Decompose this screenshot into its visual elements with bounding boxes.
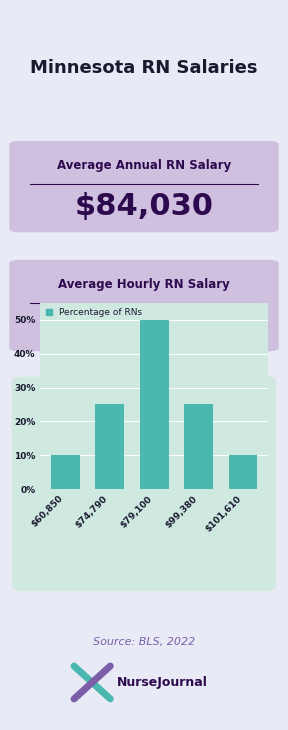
Point bbox=[72, 661, 76, 670]
FancyBboxPatch shape bbox=[9, 141, 279, 232]
Point bbox=[109, 661, 112, 670]
Bar bbox=[95, 404, 124, 489]
Bar bbox=[140, 320, 168, 489]
Text: Average Annual RN Salary: Average Annual RN Salary bbox=[57, 159, 231, 172]
Text: Average Hourly RN Salary: Average Hourly RN Salary bbox=[58, 278, 230, 291]
Text: Source: BLS, 2022: Source: BLS, 2022 bbox=[93, 637, 195, 648]
Bar bbox=[229, 456, 257, 489]
Text: $40.40: $40.40 bbox=[85, 311, 203, 340]
Legend: Percentage of RNs: Percentage of RNs bbox=[45, 307, 143, 318]
Point bbox=[72, 694, 76, 703]
Point bbox=[109, 694, 112, 703]
Text: RN Salary Range: RN Salary Range bbox=[85, 391, 203, 404]
Bar bbox=[51, 456, 79, 489]
Line: 2 pts: 2 pts bbox=[74, 666, 110, 699]
Text: $84,030: $84,030 bbox=[75, 192, 213, 221]
FancyBboxPatch shape bbox=[9, 260, 279, 351]
Text: Minnesota RN Salaries: Minnesota RN Salaries bbox=[30, 58, 258, 77]
Bar bbox=[184, 404, 213, 489]
FancyBboxPatch shape bbox=[12, 377, 276, 591]
Line: 2 pts: 2 pts bbox=[74, 666, 110, 699]
Text: NurseJournal: NurseJournal bbox=[117, 676, 208, 689]
